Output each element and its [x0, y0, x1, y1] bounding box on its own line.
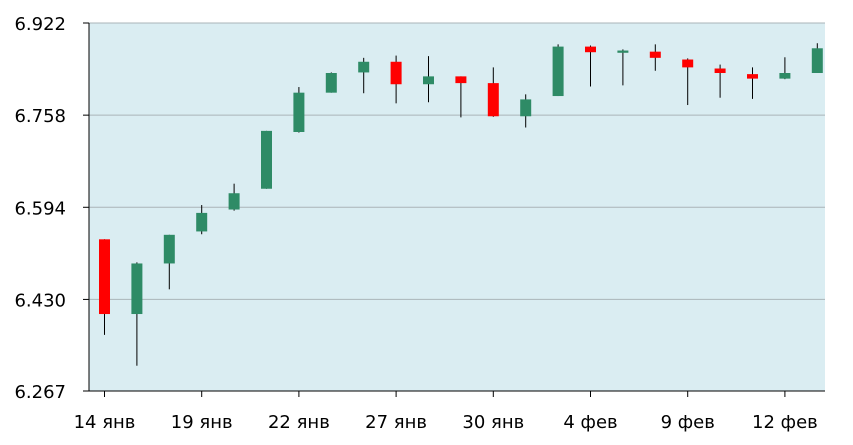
y-axis-ticks: 6.922 6.758 6.594 6.430 6.267: [14, 14, 89, 403]
candle-down: [747, 67, 758, 99]
candle-body: [358, 61, 370, 73]
candle-up: [131, 262, 143, 366]
y-tick-label: 6.267: [14, 382, 66, 403]
x-tick-label: 14 янв: [74, 412, 136, 433]
x-tick-label: 9 фев: [661, 412, 715, 433]
candle-body: [617, 50, 629, 53]
candle-body: [779, 73, 791, 79]
x-tick-label: 30 янв: [462, 412, 524, 433]
candle-up: [196, 205, 208, 235]
y-tick-label: 6.758: [14, 106, 66, 127]
candle-down: [682, 58, 694, 106]
candle-body: [714, 68, 726, 74]
candle-up: [358, 57, 370, 94]
candle-body: [163, 234, 175, 264]
candle-body: [423, 76, 434, 85]
candle-up: [293, 87, 305, 133]
candle-body: [261, 130, 272, 189]
candle-up: [811, 43, 823, 74]
candle-body: [747, 74, 758, 79]
y-tick-label: 6.430: [14, 290, 66, 311]
grid-lines: [89, 22, 825, 300]
candle-down: [714, 64, 726, 98]
candle-body: [520, 99, 532, 117]
candle-up: [228, 183, 240, 211]
candles: [99, 43, 823, 366]
candle-body: [487, 83, 499, 117]
candle-up: [325, 72, 337, 93]
x-tick-label: 22 янв: [268, 412, 330, 433]
candle-up: [552, 44, 564, 97]
candle-down: [585, 45, 596, 87]
candle-body: [682, 59, 694, 68]
candle-body: [325, 73, 337, 93]
candle-up: [520, 94, 532, 128]
y-tick-label: 6.922: [14, 14, 66, 35]
y-tick-label: 6.594: [14, 198, 66, 219]
candle-body: [228, 193, 240, 210]
x-tick-label: 4 фев: [563, 412, 617, 433]
candle-body: [811, 48, 823, 74]
candle-body: [293, 92, 305, 132]
candle-body: [552, 46, 564, 97]
candle-body: [649, 51, 661, 58]
x-tick-label: 12 фев: [752, 412, 818, 433]
candle-down: [390, 55, 402, 104]
candle-down: [649, 44, 661, 71]
candle-body: [390, 61, 402, 85]
candle-body: [131, 263, 143, 315]
candle-up: [779, 57, 791, 80]
x-tick-label: 27 янв: [365, 412, 427, 433]
candle-down: [455, 76, 467, 118]
x-axis-ticks: 14 янв 19 янв 22 янв 27 янв 30 янв 4 фев 9 фев…: [74, 391, 818, 433]
candle-down: [487, 67, 499, 117]
candle-up: [423, 56, 434, 103]
candle-body: [455, 76, 467, 84]
candle-body: [99, 239, 110, 315]
candle-body: [585, 46, 596, 53]
candle-up: [617, 49, 629, 86]
candle-up: [261, 130, 272, 189]
x-tick-label: 19 янв: [171, 412, 233, 433]
candle-down: [99, 239, 110, 335]
candle-body: [196, 212, 208, 232]
candle-up: [163, 234, 175, 290]
